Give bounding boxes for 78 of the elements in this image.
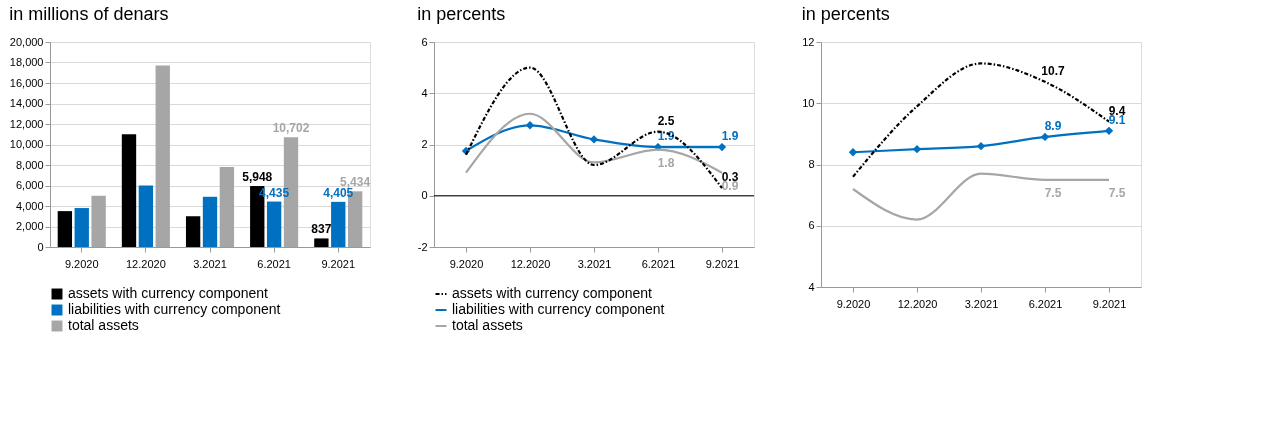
data-label: 1.8 [657, 155, 675, 170]
bar [202, 196, 218, 247]
data-label: 7.5 [1044, 185, 1062, 200]
y-tick-label: 4,000 [15, 199, 44, 212]
x-tick-label: 12.2020 [510, 257, 551, 270]
legend-label: total assets [452, 317, 523, 333]
bar [91, 195, 106, 247]
line-series [851, 62, 1111, 178]
point [589, 135, 599, 144]
y-tick-label: 4 [421, 86, 428, 99]
y-tick-label: 10 [802, 96, 815, 109]
bar [155, 65, 170, 247]
legend-label: assets with currency component [452, 285, 653, 301]
data-label: 1.9 [721, 129, 739, 144]
bar [266, 201, 282, 247]
y-tick-label: 18,000 [9, 56, 44, 68]
x-tick-label: 12.2020 [897, 297, 938, 310]
x-tick-label: 9.2020 [836, 297, 871, 310]
y-tick-label: 0 [37, 240, 44, 253]
line-series [464, 66, 724, 190]
data-label: 10.7 [1041, 63, 1065, 78]
bar [219, 167, 235, 247]
data-label: 7.5 [1108, 185, 1126, 200]
x-tick-label: 9.2020 [64, 257, 99, 270]
data-label: 8.9 [1044, 118, 1062, 133]
y-tick-label: -2 [417, 240, 428, 253]
y-tick-label: 20,000 [9, 35, 44, 48]
legend-label: total assets [68, 317, 139, 333]
bar [138, 185, 154, 247]
data-label: 2.5 [657, 113, 675, 128]
data-label: 10,702 [272, 121, 310, 136]
point [912, 145, 922, 154]
point [1040, 132, 1050, 142]
y-tick-label: 10,000 [9, 138, 44, 150]
y-tick-label: 2 [421, 138, 428, 150]
line-series [851, 172, 1111, 221]
y-tick-label: 12 [802, 35, 815, 48]
bar [314, 238, 329, 247]
y-tick-label: 6,000 [15, 179, 44, 191]
bar [57, 211, 73, 247]
x-tick-label: 6.2021 [257, 257, 291, 270]
x-tick-label: 9.2021 [705, 257, 740, 270]
data-label: 837 [311, 222, 332, 237]
x-tick-label: 3.2021 [577, 257, 612, 270]
point [976, 141, 986, 151]
legend-label: assets with currency component [68, 285, 269, 301]
legend-label: liabilities with currency component [452, 301, 665, 317]
x-tick-label: 3.2021 [193, 257, 227, 270]
data-label: 5,948 [242, 170, 273, 185]
y-tick-label: 4 [808, 280, 815, 293]
y-tick-label: 8 [808, 158, 815, 170]
bar [331, 201, 346, 247]
line-series [464, 112, 724, 174]
x-tick-label: 3.2021 [964, 297, 999, 310]
y-tick-label: 16,000 [9, 76, 44, 89]
x-tick-label: 9.2021 [321, 257, 356, 270]
y-tick-label: 14,000 [9, 97, 44, 109]
y-tick-label: 8,000 [15, 158, 44, 171]
y-tick-label: 12,000 [9, 117, 44, 130]
point [525, 121, 535, 130]
y-tick-label: 6 [808, 219, 815, 232]
y-tick-label: 0 [421, 189, 428, 202]
bar [121, 134, 137, 247]
x-tick-label: 6.2021 [1028, 297, 1063, 310]
x-tick-label: 6.2021 [641, 257, 676, 270]
legend-label: liabilities with currency component [68, 301, 281, 317]
x-tick-label: 9.2021 [1092, 297, 1127, 310]
chart-title: in percents [417, 4, 506, 24]
bar [74, 208, 89, 247]
y-tick-label: 6 [421, 35, 428, 48]
point [848, 148, 858, 157]
chart-title: in millions of denars [9, 4, 169, 24]
y-tick-label: 2,000 [15, 220, 44, 232]
point [1104, 126, 1114, 135]
x-tick-label: 9.2020 [449, 257, 484, 270]
chart-title: in percents [801, 4, 890, 24]
x-tick-label: 12.2020 [125, 257, 166, 270]
bar [185, 216, 201, 247]
